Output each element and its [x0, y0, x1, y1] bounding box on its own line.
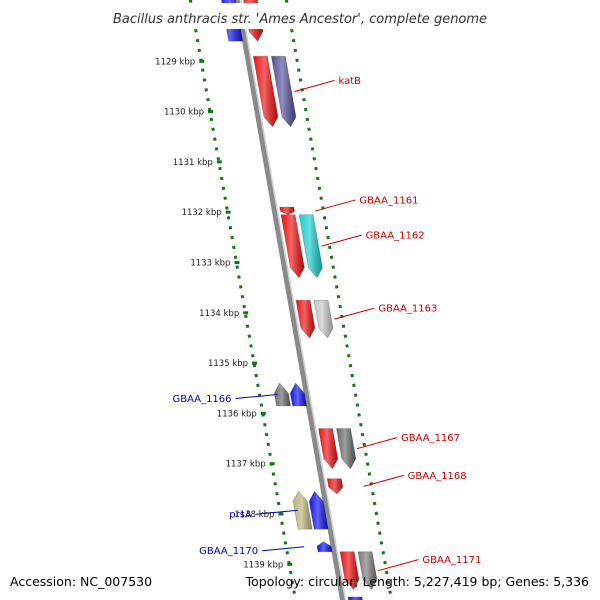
tick-mark — [216, 160, 222, 164]
gene-label-katb: katB — [339, 76, 362, 87]
gene-label-gbaa_1166: GBAA_1166 — [173, 394, 232, 405]
tick-mark — [208, 110, 214, 114]
leader-line — [363, 474, 404, 487]
gene-arrow-gbaa_1167-shading — [318, 428, 338, 469]
tick-label: 1131 kbp — [173, 158, 213, 168]
map-title: Bacillus anthracis str. 'Ames Ancestor',… — [113, 12, 487, 27]
tick-label: 1135 kbp — [208, 359, 248, 369]
cog-arrow-shading — [274, 383, 291, 406]
tick-mark — [278, 512, 284, 516]
cog-arrow-shading — [336, 428, 356, 469]
cog-arrow-shading — [293, 491, 313, 530]
gene-arrow-katb-shading — [253, 56, 278, 127]
tick-mark — [234, 261, 240, 264]
tick-mark — [199, 59, 205, 63]
accession-label: Accession: NC_007530 — [10, 574, 152, 589]
gene-arrow-gbaa_1162-shading — [281, 214, 305, 278]
gene-arrow-gbaa_1171-shading — [340, 551, 359, 590]
leader-line — [321, 234, 362, 247]
gene-arrow-gbaa_1163-shading — [296, 300, 315, 338]
leader-line — [235, 394, 278, 400]
tick-label: 1137 kbp — [226, 460, 266, 470]
cog-arrow-shading — [314, 300, 333, 338]
leader-line — [294, 79, 335, 92]
gene-label-gbaa_1167: GBAA_1167 — [401, 433, 460, 444]
topology-label: Topology: circular; Length: 5,227,419 bp… — [245, 574, 589, 589]
tick-mark — [287, 562, 293, 566]
leader-line — [315, 199, 356, 212]
tick-mark — [243, 311, 249, 315]
outer-tick-track — [284, 0, 394, 600]
tick-mark — [252, 361, 258, 365]
leader-line — [378, 559, 419, 572]
tick-label: 1130 kbp — [164, 108, 204, 118]
gene-label-gbaa_1163: GBAA_1163 — [378, 304, 437, 315]
gene-arrow-gbaa_1170-shading — [317, 541, 333, 552]
leader-line — [255, 509, 298, 515]
gene-arrow-gbaa_1166-shading — [290, 383, 307, 406]
gene-label-gbaa_1168: GBAA_1168 — [408, 471, 467, 482]
tick-mark — [269, 462, 275, 466]
tick-mark — [260, 411, 266, 415]
gene-arrow-shading — [347, 596, 363, 600]
cog-arrow-shading — [358, 551, 377, 590]
tick-label: 1139 kbp — [243, 560, 283, 570]
tick-label: 1132 kbp — [182, 208, 222, 218]
backbone-highlight — [239, 0, 347, 600]
backbone-line — [234, 0, 346, 600]
tick-mark — [225, 210, 231, 214]
gene-arrow-prsa-shading — [309, 491, 329, 530]
gene-arrow-gbaa_1168-shading — [327, 478, 343, 494]
gene-label-gbaa_1171: GBAA_1171 — [422, 555, 481, 566]
title-backdrop — [100, 3, 500, 29]
gene-label-gbaa_1170: GBAA_1170 — [199, 546, 258, 557]
leader-line — [262, 546, 305, 552]
tick-label: 1129 kbp — [155, 57, 195, 67]
tick-label: 1138 kbp — [234, 510, 274, 520]
tick-label: 1134 kbp — [199, 309, 239, 319]
gene-label-gbaa_1161: GBAA_1161 — [359, 195, 418, 206]
tick-label: 1136 kbp — [217, 409, 257, 419]
leader-line — [356, 437, 398, 450]
cog-arrow-shading — [271, 56, 296, 127]
gene-arrow-gbaa_1161-shading — [279, 207, 295, 215]
tick-label: 1133 kbp — [190, 259, 230, 269]
gene-label-prsa: prsA — [229, 510, 252, 521]
map-track-layer — [188, 0, 394, 600]
leader-line — [334, 307, 375, 320]
gene-label-gbaa_1162: GBAA_1162 — [366, 231, 425, 242]
cog-arrow-shading — [299, 214, 323, 278]
